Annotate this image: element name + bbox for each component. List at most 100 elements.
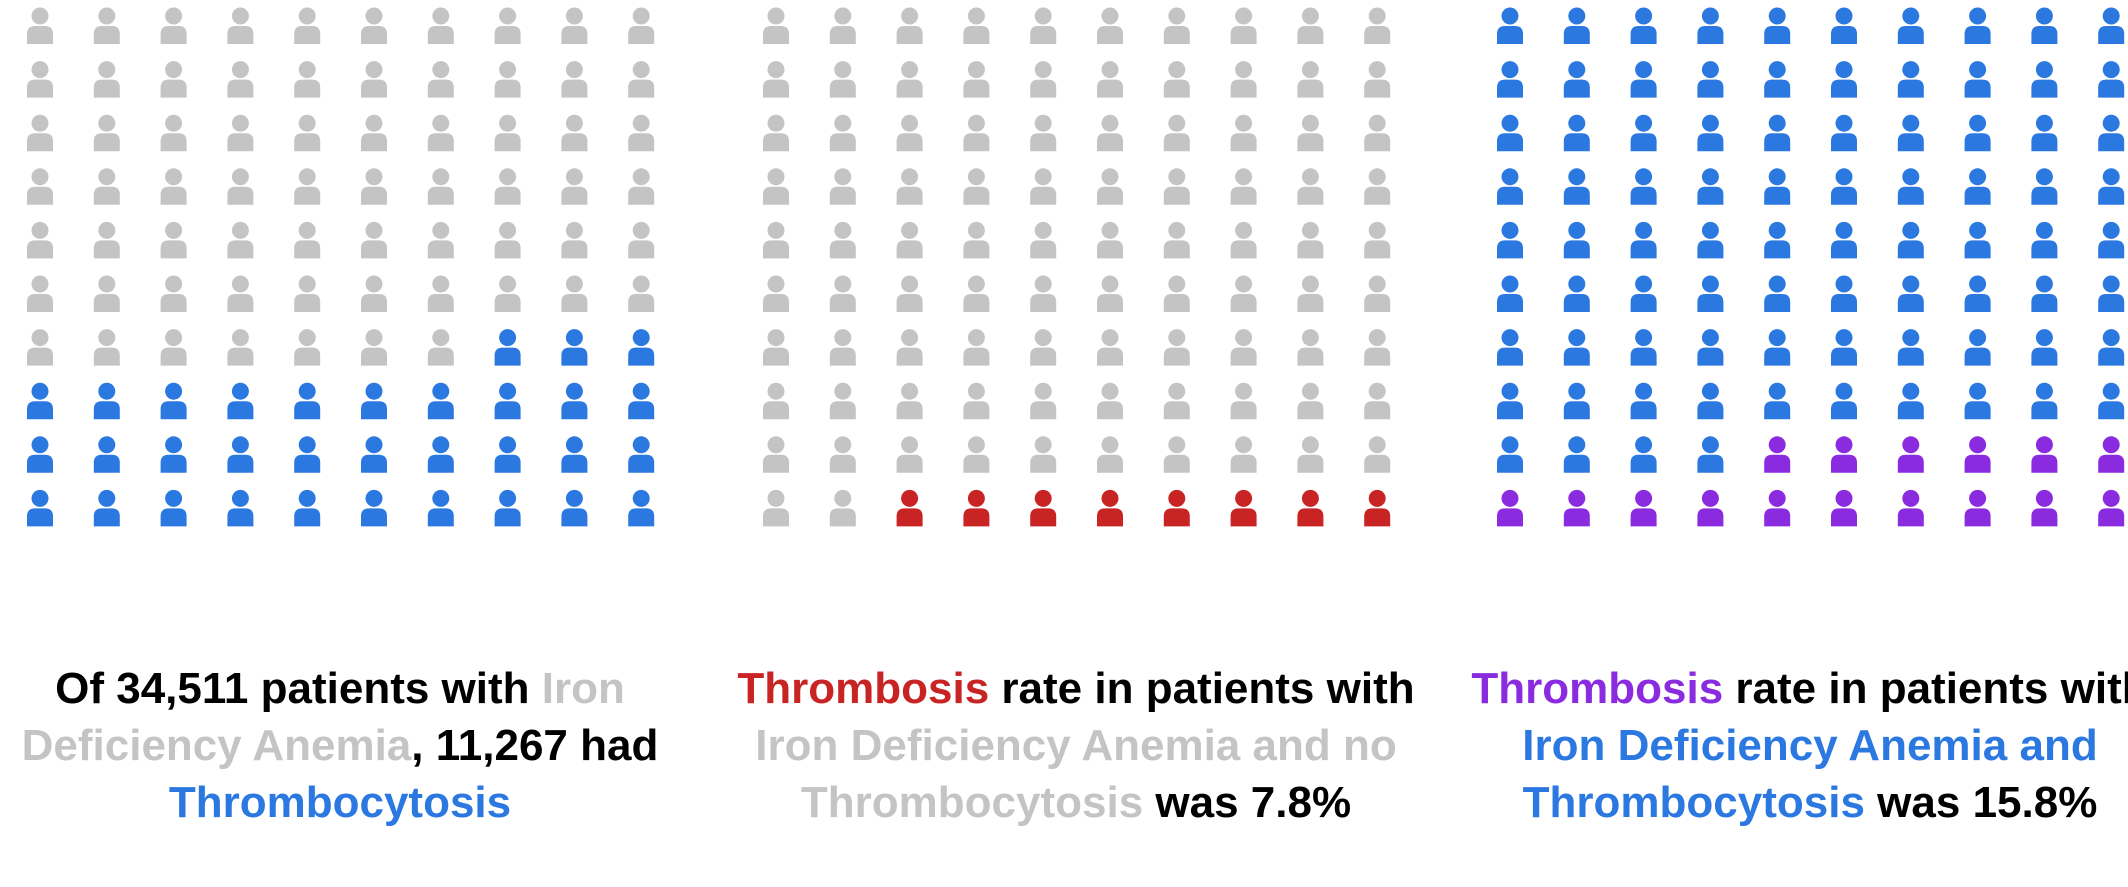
person-icon: [1030, 382, 1057, 420]
person-icon: [1630, 168, 1657, 205]
person-icon: [1163, 382, 1190, 420]
person-icon: [1563, 275, 1590, 312]
person-icon: [763, 61, 789, 98]
person-icon: [561, 329, 588, 366]
person-icon: [896, 329, 923, 366]
person-icon: [1630, 382, 1657, 420]
person-icon: [1097, 382, 1123, 420]
person-icon: [294, 275, 321, 312]
person-icon: [1097, 275, 1123, 312]
person-icon: [2098, 168, 2125, 205]
person-icon: [1030, 329, 1057, 366]
person-icon: [2031, 168, 2058, 205]
person-icon: [1097, 221, 1123, 259]
person-icon: [2031, 436, 2058, 473]
person-icon: [1697, 275, 1724, 312]
person-icon: [1964, 436, 1991, 473]
person-icon: [2031, 329, 2058, 366]
person-icon: [1764, 221, 1791, 259]
person-icon: [1163, 329, 1190, 366]
person-icon: [1364, 329, 1391, 366]
person-icon: [1497, 275, 1523, 312]
person-icon: [2031, 114, 2058, 152]
person-icon: [1230, 61, 1257, 98]
person-icon: [227, 275, 254, 312]
person-icon: [1563, 221, 1590, 259]
person-icon: [763, 221, 789, 259]
person-icon: [763, 168, 789, 205]
person-icon: [160, 329, 187, 366]
person-icon: [160, 382, 187, 420]
person-icon: [1897, 221, 1924, 259]
person-icon: [1831, 329, 1857, 366]
person-icon: [561, 489, 588, 527]
person-icon: [1497, 489, 1523, 527]
person-icon: [963, 114, 990, 152]
person-icon: [1364, 436, 1391, 473]
person-icon: [93, 221, 120, 259]
person-icon: [1364, 114, 1391, 152]
person-icon: [93, 275, 120, 312]
person-icon: [494, 221, 521, 259]
person-icon: [2098, 489, 2125, 527]
person-icon: [361, 275, 387, 312]
person-icon: [494, 436, 521, 473]
person-icon: [27, 221, 53, 259]
person-icon: [1831, 221, 1857, 259]
caption-segment: Iron Deficiency Anemia and Thrombocytosi…: [1522, 721, 2098, 827]
person-icon: [628, 329, 655, 366]
person-icon: [1697, 114, 1724, 152]
person-icon: [1297, 489, 1324, 527]
person-icon: [361, 61, 387, 98]
person-icon: [27, 436, 53, 473]
person-icon: [561, 436, 588, 473]
person-icon: [1764, 436, 1791, 473]
person-icon: [27, 489, 53, 527]
person-icon: [1897, 7, 1924, 44]
person-icon: [1097, 329, 1123, 366]
person-icon: [1163, 114, 1190, 152]
person-icon: [1297, 382, 1324, 420]
person-icon: [1030, 275, 1057, 312]
person-icon: [1831, 436, 1857, 473]
person-icon: [1364, 7, 1391, 44]
person-icon: [494, 275, 521, 312]
person-icon: [1630, 221, 1657, 259]
person-icon: [1497, 168, 1523, 205]
person-icon: [561, 61, 588, 98]
caption-segment: rate in patients with: [989, 664, 1415, 713]
person-icon: [1764, 114, 1791, 152]
person-icon: [1497, 436, 1523, 473]
person-icon: [1697, 382, 1724, 420]
person-icon: [2031, 489, 2058, 527]
person-icon: [1964, 221, 1991, 259]
person-icon: [829, 114, 856, 152]
person-icon: [427, 168, 454, 205]
person-icon: [427, 382, 454, 420]
person-icon: [1163, 489, 1190, 527]
icon-grid: [1497, 7, 2125, 527]
person-icon: [227, 329, 254, 366]
person-icon: [2098, 7, 2125, 44]
person-icon: [1764, 382, 1791, 420]
person-icon: [427, 436, 454, 473]
person-icon: [1230, 221, 1257, 259]
person-icon: [1630, 329, 1657, 366]
person-icon: [1697, 61, 1724, 98]
person-icon: [1563, 436, 1590, 473]
person-icon: [896, 382, 923, 420]
person-icon: [1831, 168, 1857, 205]
caption-segment: was 15.8%: [1864, 778, 2098, 827]
person-icon: [361, 168, 387, 205]
person-icon: [294, 114, 321, 152]
person-icon: [1297, 436, 1324, 473]
person-icon: [561, 275, 588, 312]
person-icon: [1630, 61, 1657, 98]
person-icon: [1364, 489, 1391, 527]
person-icon: [628, 168, 655, 205]
person-icon: [963, 221, 990, 259]
person-icon: [93, 7, 120, 44]
person-icon: [628, 489, 655, 527]
caption-segment: Thrombosis: [1471, 664, 1724, 713]
person-icon: [227, 489, 254, 527]
